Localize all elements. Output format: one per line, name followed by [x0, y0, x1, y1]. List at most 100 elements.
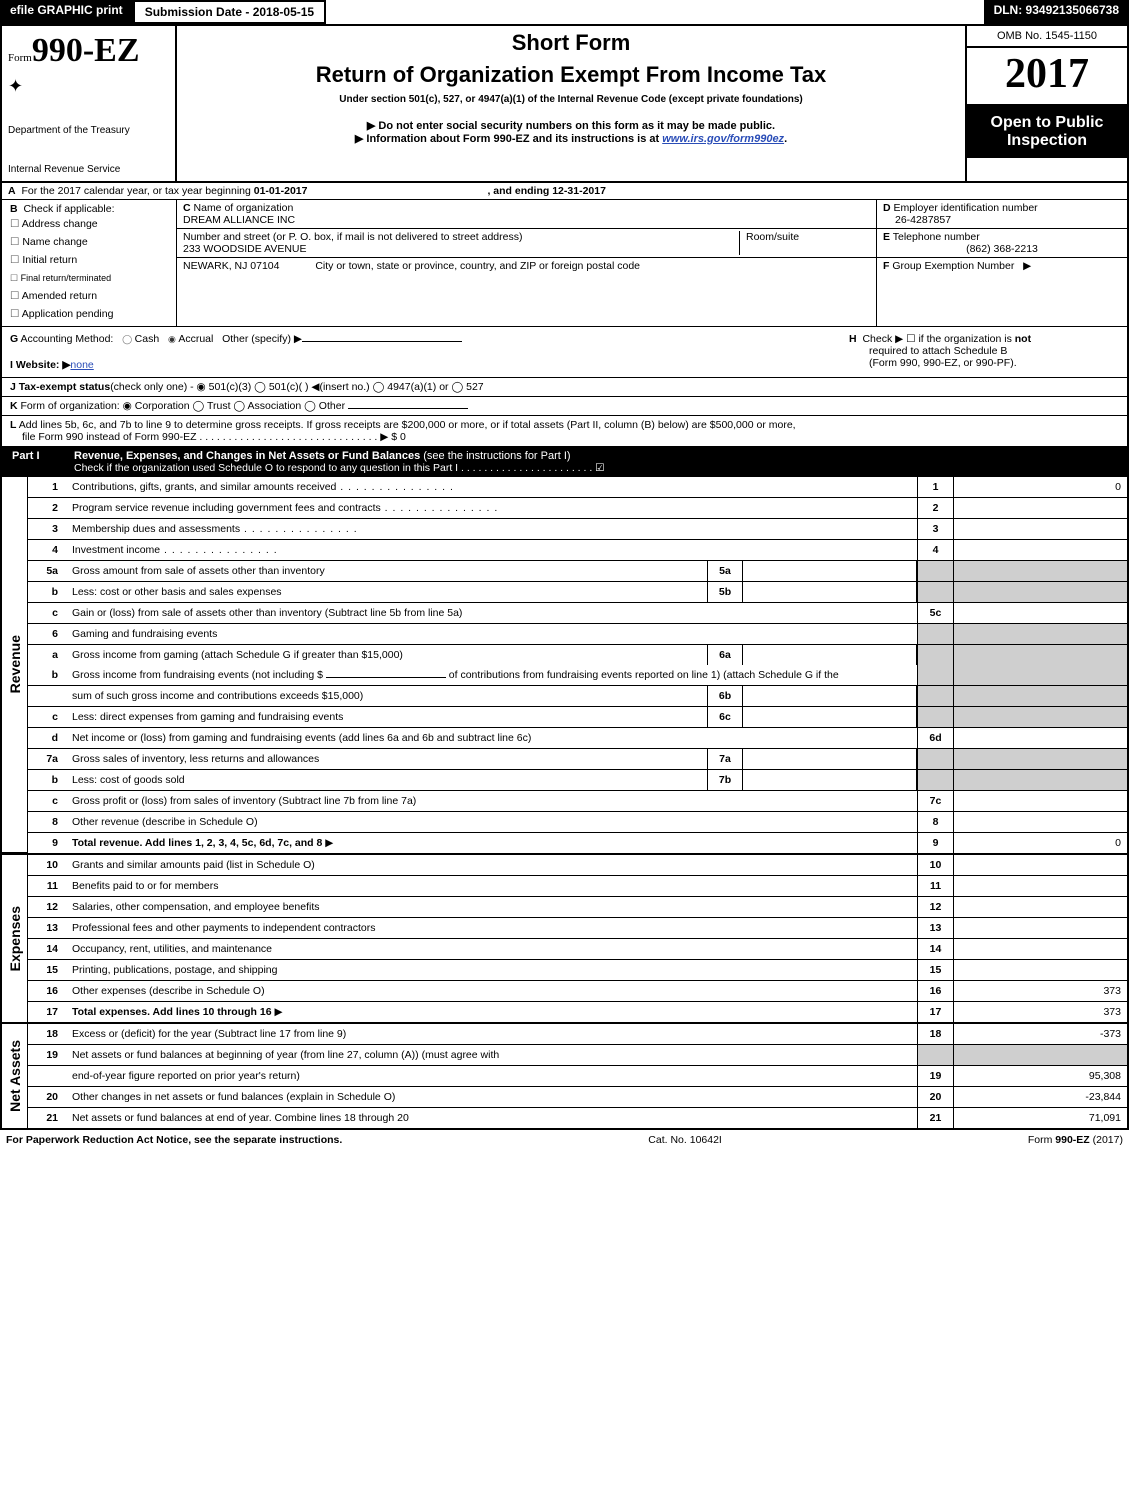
g-cash[interactable]	[122, 333, 135, 345]
d19b: end-of-year figure reported on prior yea…	[68, 1066, 917, 1086]
d2: Program service revenue including govern…	[68, 498, 917, 518]
n19: 19	[28, 1045, 68, 1065]
a-end: 12-31-2017	[552, 185, 606, 197]
b5c: 5c	[917, 603, 953, 623]
d18: Excess or (deficit) for the year (Subtra…	[68, 1024, 917, 1044]
b1: 1	[917, 477, 953, 497]
v14	[953, 939, 1127, 959]
d-label: Employer identification number	[894, 202, 1038, 214]
v19: 95,308	[953, 1066, 1127, 1086]
c-val: DREAM ALLIANCE INC	[183, 214, 295, 226]
b3: 3	[917, 519, 953, 539]
f-label: Group Exemption Number	[892, 260, 1014, 272]
v6d	[953, 728, 1127, 748]
v6	[953, 624, 1127, 644]
lines-table: Revenue 1Contributions, gifts, grants, a…	[0, 477, 1129, 1130]
d8: Other revenue (describe in Schedule O)	[68, 812, 917, 832]
j-rest: (check only one) - ◉ 501(c)(3) ◯ 501(c)(…	[110, 381, 483, 393]
b8: 8	[917, 812, 953, 832]
page-footer: For Paperwork Reduction Act Notice, see …	[0, 1130, 1129, 1146]
chk-amended-return[interactable]	[10, 290, 22, 302]
b-opt-5: Application pending	[22, 308, 114, 320]
m7b: 7b	[707, 770, 743, 790]
v21: 71,091	[953, 1108, 1127, 1128]
return-title: Return of Organization Exempt From Incom…	[185, 62, 957, 88]
header-center: Short Form Return of Organization Exempt…	[177, 26, 967, 181]
b18: 18	[917, 1024, 953, 1044]
b20: 20	[917, 1087, 953, 1107]
footer-mid: Cat. No. 10642I	[648, 1134, 722, 1146]
b11: 11	[917, 876, 953, 896]
b19: 19	[917, 1066, 953, 1086]
footer-right-post: (2017)	[1090, 1134, 1123, 1146]
d19a: Net assets or fund balances at beginning…	[68, 1045, 917, 1065]
n21: 21	[28, 1108, 68, 1128]
v5b	[953, 582, 1127, 602]
v7a	[953, 749, 1127, 769]
b19a	[917, 1045, 953, 1065]
d-val: 26-4287857	[883, 214, 951, 226]
city-label: City or town, state or province, country…	[315, 260, 640, 272]
g-cash-label: Cash	[135, 333, 160, 345]
l-text1: Add lines 5b, 6c, and 7b to line 9 to de…	[19, 419, 796, 431]
dln-badge: DLN: 93492135066738	[984, 0, 1129, 24]
c-address-row: Number and street (or P. O. box, if mail…	[177, 229, 876, 258]
n12: 12	[28, 897, 68, 917]
v7c	[953, 791, 1127, 811]
addr-label: Number and street (or P. O. box, if mail…	[183, 231, 522, 243]
form-num: 990-EZ	[32, 32, 140, 69]
b-opt-0: Address change	[22, 218, 98, 230]
d15: Printing, publications, postage, and shi…	[68, 960, 917, 980]
v6b	[953, 686, 1127, 706]
footer-right: Form 990-EZ (2017)	[1028, 1134, 1123, 1146]
chk-final-return[interactable]	[10, 273, 21, 283]
i-website-link[interactable]: none	[70, 359, 93, 371]
n6a: a	[28, 645, 68, 665]
e-phone: E Telephone number (862) 368-2213	[877, 229, 1127, 258]
d21: Net assets or fund balances at end of ye…	[68, 1108, 917, 1128]
d6b: sum of such gross income and contributio…	[68, 686, 707, 706]
n5a: 5a	[28, 561, 68, 581]
b-label: Check if applicable:	[23, 203, 114, 215]
n6: 6	[28, 624, 68, 644]
a-pre: For the 2017 calendar year, or tax year …	[21, 185, 253, 197]
b-opt-4: Amended return	[22, 290, 97, 302]
b9: 9	[917, 833, 953, 853]
chk-name-change[interactable]	[10, 236, 22, 248]
netassets-label: Net Assets	[7, 1040, 23, 1112]
v17: 373	[953, 1002, 1127, 1022]
chk-address-change[interactable]	[10, 218, 22, 230]
d7b: Less: cost of goods sold	[68, 770, 707, 790]
info-link[interactable]: www.irs.gov/form990ez	[662, 133, 784, 145]
g-accrual[interactable]	[168, 333, 178, 345]
g-accrual-label: Accrual	[178, 333, 213, 345]
d6a: Gross income from gaming (attach Schedul…	[68, 645, 707, 665]
chk-initial-return[interactable]	[10, 254, 22, 266]
info-pre: Information about Form 990-EZ and its in…	[366, 133, 662, 145]
v10	[953, 855, 1127, 875]
d6b2: of contributions from fundraising events…	[446, 669, 839, 681]
d7a: Gross sales of inventory, less returns a…	[68, 749, 707, 769]
k-blank	[348, 408, 468, 409]
d3: Membership dues and assessments	[68, 519, 917, 539]
d5c: Gain or (loss) from sale of assets other…	[68, 603, 917, 623]
n5b: b	[28, 582, 68, 602]
h-line1: Check ▶ ☐ if the organization is	[862, 333, 1014, 345]
c-name: C Name of organization DREAM ALLIANCE IN…	[177, 200, 876, 229]
b-opt-3: Final return/terminated	[21, 273, 112, 283]
mv6a	[743, 645, 917, 665]
g-other-blank	[302, 341, 462, 342]
v6bpre	[953, 665, 1127, 685]
chk-application-pending[interactable]	[10, 308, 22, 320]
m6c: 6c	[707, 707, 743, 727]
n10: 10	[28, 855, 68, 875]
revenue-vbar: Revenue	[2, 477, 28, 853]
n3: 3	[28, 519, 68, 539]
form-word: Form	[8, 52, 32, 64]
b-opt-2: Initial return	[22, 254, 77, 266]
n6c: c	[28, 707, 68, 727]
expenses-vbar: Expenses	[2, 855, 28, 1022]
footer-right-pre: Form	[1028, 1134, 1055, 1146]
d-ein: D Employer identification number 26-4287…	[877, 200, 1127, 229]
n1: 1	[28, 477, 68, 497]
